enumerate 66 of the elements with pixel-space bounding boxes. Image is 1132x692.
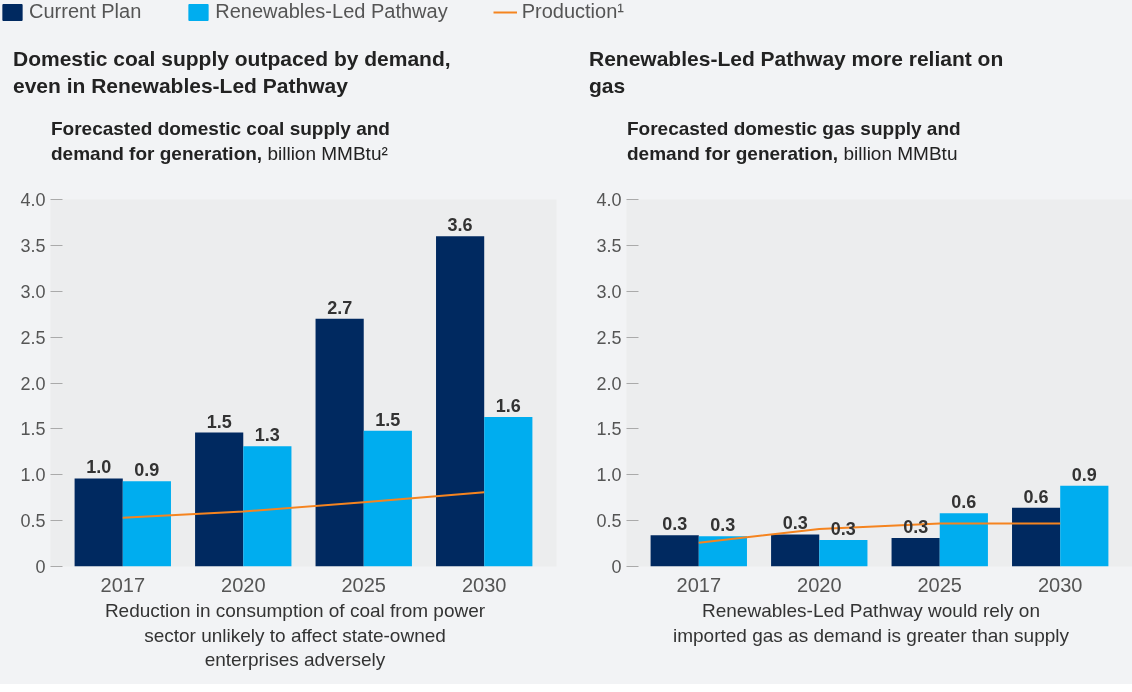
text: Reduction in consumption of coal from power sector unlikely to affect state-owned enterprises adversely: [103, 599, 487, 673]
data-label: 2.7: [327, 297, 353, 318]
data-label: 0.6: [951, 492, 977, 513]
bar: [1060, 485, 1109, 567]
y-tick-label: 1.5: [596, 419, 622, 440]
data-label: 0.3: [662, 514, 688, 535]
bar: [122, 481, 171, 567]
y-tick-label: 3.5: [596, 235, 622, 256]
y-tick-label: 1.0: [20, 465, 46, 486]
bar: [74, 478, 123, 567]
y-tick-label: 2.5: [596, 327, 622, 348]
data-label: 0.6: [1023, 486, 1049, 507]
x-tick-label: 2017: [100, 573, 146, 596]
bar: [1012, 507, 1061, 567]
chart-title: Renewables-Led Pathway more reliant on gas: [588, 46, 1005, 100]
line-series: [121, 491, 486, 519]
y-tick-label: 0.5: [596, 511, 622, 532]
bar: [436, 236, 485, 567]
y-tick-label: 0: [611, 557, 622, 577]
data-label: 0.9: [134, 460, 160, 481]
bar: [484, 416, 533, 567]
x-tick-label: 2025: [341, 573, 386, 596]
data-label: 3.6: [447, 215, 473, 236]
y-axis-title: billion MMBtu: [843, 142, 958, 164]
bar: [891, 538, 940, 567]
bar: [243, 446, 292, 567]
bar: [363, 430, 412, 567]
y-tick-label: 0.5: [20, 511, 46, 532]
data-label: 0.3: [710, 515, 736, 536]
x-tick-label: 2020: [221, 573, 266, 596]
y-tick-label: 3.5: [20, 235, 46, 256]
data-label: 1.3: [254, 425, 280, 446]
y-tick-label: 2.0: [20, 373, 46, 394]
y-tick-label: 3.0: [596, 281, 622, 302]
y-tick-label: 1.5: [20, 419, 46, 440]
text: Renewables-Led Pathway would rely on imported gas as demand is greater than supply: [671, 599, 1071, 648]
x-tick-label: 2025: [917, 573, 962, 596]
y-tick-label: 2.5: [20, 327, 46, 348]
data-label: 0.9: [1071, 464, 1097, 485]
x-tick-label: 2017: [676, 573, 722, 596]
bar: [195, 432, 244, 567]
bar: [698, 536, 747, 567]
data-label: 1.5: [206, 411, 232, 432]
data-label: 1.0: [86, 457, 112, 478]
bar: [650, 535, 699, 567]
y-tick-label: 1.0: [596, 465, 622, 486]
chart-title: Domestic coal supply outpaced by demand, even in Renewables-Led Pathway: [12, 46, 452, 100]
bar: [771, 534, 820, 567]
legend-label: Renewables-Led Pathway: [215, 0, 448, 23]
y-tick-label: 3.0: [20, 281, 46, 302]
y-tick-label: 4.0: [596, 190, 622, 210]
data-label: 1.5: [375, 409, 401, 430]
data-label: 0.3: [782, 513, 808, 534]
bar: [315, 318, 364, 567]
bar: [939, 513, 988, 567]
bar: [819, 539, 868, 567]
x-tick-label: 2030: [461, 573, 507, 596]
x-tick-label: 2020: [797, 573, 842, 596]
legend-label: Current Plan: [29, 0, 142, 23]
legend-label: Production¹: [521, 0, 624, 23]
y-tick-label: 4.0: [20, 190, 46, 210]
y-tick-label: 0: [35, 557, 46, 577]
data-label: 1.6: [495, 395, 521, 416]
y-tick-label: 2.0: [596, 373, 622, 394]
x-tick-label: 2030: [1037, 573, 1083, 596]
y-axis-title: billion MMBtu²: [267, 142, 388, 164]
